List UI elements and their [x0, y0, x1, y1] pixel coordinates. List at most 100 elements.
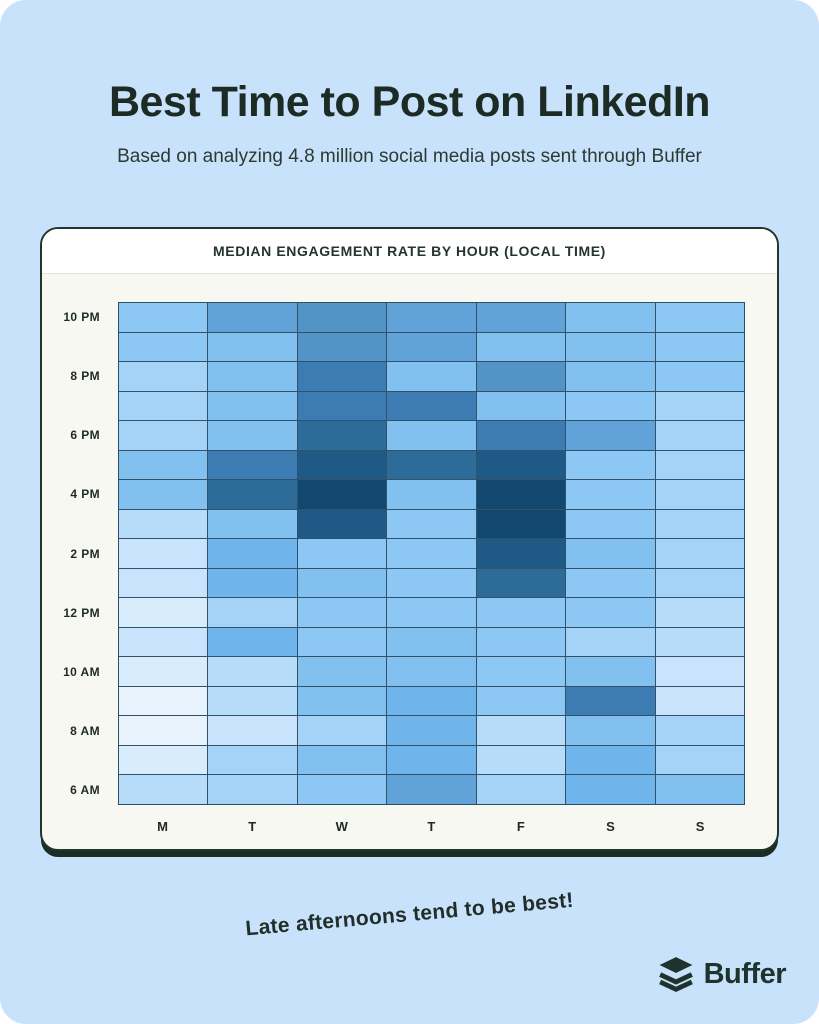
y-axis-tick: [44, 509, 110, 539]
heatmap-cell: [655, 509, 744, 539]
y-axis-tick: 8 PM: [70, 368, 100, 383]
heatmap-cell: [655, 775, 744, 804]
heatmap-cell: [655, 539, 744, 568]
heatmap-cell: [208, 421, 297, 450]
y-axis-tick: 8 AM: [70, 724, 100, 739]
y-axis-tick: [44, 746, 110, 776]
heatmap-cell: [476, 362, 566, 391]
heatmap-cell: [387, 745, 476, 775]
heatmap-cell: [476, 421, 566, 450]
heatmap-cell: [566, 362, 655, 391]
heatmap-cell: [119, 568, 208, 598]
heatmap-cell: [655, 686, 744, 716]
y-axis-tick: [44, 391, 110, 421]
heatmap-cell: [208, 716, 297, 745]
card-header: MEDIAN ENGAGEMENT RATE BY HOUR (LOCAL TI…: [42, 229, 777, 274]
heatmap-cell: [476, 716, 566, 745]
heatmap-cell: [566, 775, 655, 804]
heatmap-cell: [476, 686, 566, 716]
heatmap-cell: [476, 480, 566, 509]
heatmap-cell: [476, 627, 566, 657]
y-axis-tick: 2 PM: [70, 546, 100, 561]
heatmap-cell: [387, 391, 476, 421]
heatmap-cell: [566, 539, 655, 568]
page-subtitle: Based on analyzing 4.8 million social me…: [117, 146, 702, 167]
heatmap-cell: [476, 332, 566, 362]
heatmap-cell: [566, 657, 655, 686]
y-axis-tick: [44, 450, 110, 480]
heatmap-cell: [387, 775, 476, 804]
heatmap-cell: [476, 598, 566, 627]
heatmap-cell: [476, 745, 566, 775]
heatmap-cell: [387, 716, 476, 745]
y-axis-tick: 6 AM: [70, 783, 100, 798]
heatmap-cell: [208, 568, 297, 598]
heatmap-cell: [119, 627, 208, 657]
heatmap-cell: [119, 716, 208, 745]
heatmap-cell: [655, 362, 744, 391]
heatmap-cell: [566, 686, 655, 716]
heatmap-cell: [566, 480, 655, 509]
heatmap-cell: [119, 509, 208, 539]
heatmap-cell: [119, 332, 208, 362]
heatmap-cell: [119, 421, 208, 450]
heatmap-cell: [208, 480, 297, 509]
heatmap-cell: [476, 568, 566, 598]
heatmap-cell: [566, 450, 655, 480]
heatmap-cell: [387, 332, 476, 362]
heatmap-cell: [119, 598, 208, 627]
y-axis-tick: 12 PM: [63, 605, 100, 620]
heatmap-cell: [297, 391, 387, 421]
heatmap-cell: [119, 362, 208, 391]
heatmap-cell: [566, 745, 655, 775]
heatmap-cell: [387, 362, 476, 391]
heatmap-cell: [655, 568, 744, 598]
heatmap-cell: [655, 657, 744, 686]
heatmap-cell: [655, 421, 744, 450]
heatmap-cell: [297, 745, 387, 775]
heatmap-card: MEDIAN ENGAGEMENT RATE BY HOUR (LOCAL TI…: [40, 227, 779, 851]
heatmap-cell: [208, 362, 297, 391]
heatmap-cell: [387, 568, 476, 598]
heatmap-cell: [297, 716, 387, 745]
heatmap-cell: [387, 480, 476, 509]
heatmap-cell: [119, 745, 208, 775]
heatmap-cell: [566, 332, 655, 362]
heatmap-cell: [208, 775, 297, 804]
heatmap-cell: [655, 450, 744, 480]
heatmap-cell: [387, 509, 476, 539]
heatmap-cell: [297, 686, 387, 716]
y-axis-tick: [44, 332, 110, 362]
heatmap-cell: [297, 568, 387, 598]
heatmap-cell: [297, 775, 387, 804]
heatmap-cell: [566, 568, 655, 598]
heatmap-cell: [208, 450, 297, 480]
heatmap-cell: [119, 657, 208, 686]
heatmap-cell: [655, 745, 744, 775]
heatmap-cell: [387, 657, 476, 686]
heatmap-cell: [119, 480, 208, 509]
heatmap-cell: [297, 303, 387, 332]
x-axis-tick: S: [695, 818, 705, 834]
y-axis-tick: 4 PM: [70, 487, 100, 502]
y-axis-tick: [44, 628, 110, 658]
heatmap-cell: [566, 509, 655, 539]
heatmap-cell: [655, 598, 744, 627]
heatmap-cell: [208, 745, 297, 775]
heatmap-cell: [566, 391, 655, 421]
heatmap-cell: [387, 450, 476, 480]
heatmap-cell: [208, 627, 297, 657]
heatmap-cell: [387, 421, 476, 450]
heatmap-cell: [566, 303, 655, 332]
heatmap-cell: [476, 657, 566, 686]
brand-wordmark: Buffer: [703, 957, 787, 990]
footnote-text: Late afternoons tend to be best!: [244, 888, 575, 941]
heatmap-cell: [387, 627, 476, 657]
footnote-wrap: Late afternoons tend to be best!: [0, 889, 819, 941]
heatmap-cell: [655, 303, 744, 332]
heatmap-cell: [387, 598, 476, 627]
heatmap-cell: [208, 332, 297, 362]
